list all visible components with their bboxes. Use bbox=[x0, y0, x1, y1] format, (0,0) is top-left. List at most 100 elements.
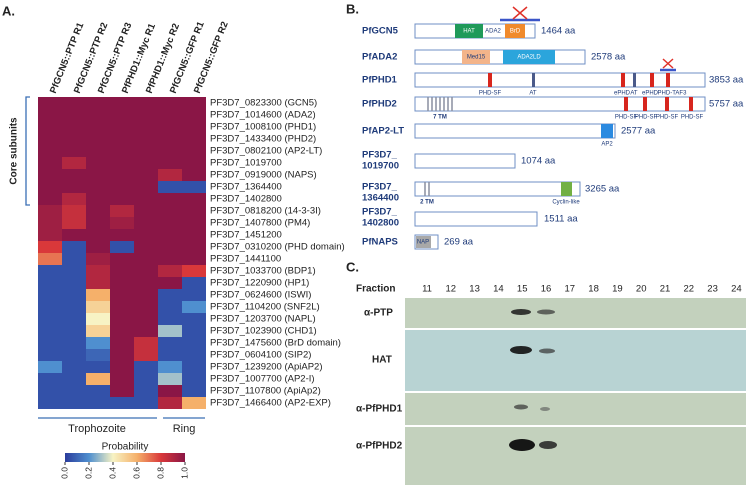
heat-cell bbox=[86, 385, 110, 397]
heat-cell bbox=[158, 241, 182, 253]
heat-cell bbox=[134, 97, 158, 109]
heat-cell bbox=[86, 265, 110, 277]
fraction-label: 16 bbox=[541, 284, 552, 295]
protein-bar bbox=[414, 153, 516, 169]
colorbar-tick-label: 0.6 bbox=[131, 467, 141, 479]
heat-cell bbox=[158, 229, 182, 241]
domain bbox=[621, 73, 625, 87]
panel-label: B. bbox=[346, 1, 359, 16]
heat-cell bbox=[62, 241, 86, 253]
heat-cell bbox=[38, 373, 62, 385]
heat-cell bbox=[86, 325, 110, 337]
heat-cell bbox=[38, 337, 62, 349]
heat-cell bbox=[158, 277, 182, 289]
colorbar-ticks: 0.0 0.2 0.4 0.6 0.8 1.0 bbox=[59, 462, 189, 479]
fraction-label: 15 bbox=[517, 284, 528, 295]
heat-cell bbox=[86, 97, 110, 109]
heat-cell bbox=[134, 253, 158, 265]
row-label: PF3D7_1239200 (ApiAP2) bbox=[210, 362, 323, 373]
domain-label: PHD-SF bbox=[635, 115, 658, 121]
band bbox=[539, 348, 555, 354]
heat-cell bbox=[182, 193, 206, 205]
heat-cell bbox=[62, 229, 86, 241]
heat-cell bbox=[38, 193, 62, 205]
heat-cell bbox=[182, 289, 206, 301]
protein-row: PfAP2-LT AP2 2577 aa bbox=[362, 123, 656, 148]
protein-name: PfGCN5 bbox=[362, 26, 399, 37]
domain bbox=[503, 50, 555, 64]
domain-label: Cyclin-like bbox=[552, 200, 580, 206]
heat-cell bbox=[86, 157, 110, 169]
domain bbox=[455, 24, 483, 38]
heat-cell bbox=[110, 193, 134, 205]
panel-label: A. bbox=[2, 3, 15, 18]
protein-name: 1402800 bbox=[362, 218, 399, 229]
heat-cell bbox=[110, 229, 134, 241]
heat-cell bbox=[86, 241, 110, 253]
fraction-label: 23 bbox=[707, 284, 718, 295]
heat-cell bbox=[110, 385, 134, 397]
domain-label: PHD-SF bbox=[615, 115, 638, 121]
protein-bar bbox=[414, 96, 706, 112]
heat-cell bbox=[62, 277, 86, 289]
heat-cell bbox=[62, 205, 86, 217]
heat-cell bbox=[110, 253, 134, 265]
heat-cell bbox=[158, 181, 182, 193]
group-label: Core subunits bbox=[9, 117, 20, 185]
heat-cell bbox=[86, 349, 110, 361]
heat-cell bbox=[182, 313, 206, 325]
protein-row: PF3D7_ 1019700 1074 aa bbox=[362, 150, 556, 172]
heat-cell bbox=[182, 121, 206, 133]
row-label: PF3D7_1220900 (HP1) bbox=[210, 278, 309, 289]
heat-cell bbox=[158, 157, 182, 169]
protein-name: PF3D7_ bbox=[362, 150, 398, 161]
heat-cell bbox=[110, 373, 134, 385]
protein-row: PfPHD1 PHD-SF AT ePHD AT ePHD PHD-TAF3 3… bbox=[362, 58, 744, 97]
protein-length: 2577 aa bbox=[621, 126, 656, 137]
heat-cell bbox=[86, 145, 110, 157]
protein-length: 2578 aa bbox=[591, 52, 626, 63]
fraction-label: 11 bbox=[422, 284, 432, 295]
heat-cell bbox=[110, 181, 134, 193]
heat-cell bbox=[62, 337, 86, 349]
heat-cell bbox=[110, 313, 134, 325]
band bbox=[540, 407, 550, 411]
protein-name: PfPHD1 bbox=[362, 75, 398, 86]
heat-cell bbox=[134, 205, 158, 217]
domain bbox=[643, 97, 647, 111]
band bbox=[509, 439, 535, 451]
heat-cell bbox=[86, 253, 110, 265]
heat-cell bbox=[38, 133, 62, 145]
heat-cell bbox=[38, 361, 62, 373]
protein-length: 1511 aa bbox=[544, 214, 578, 225]
heat-cell bbox=[182, 349, 206, 361]
heat-cell bbox=[38, 169, 62, 181]
fraction-label: 18 bbox=[588, 284, 599, 295]
fraction-label: 13 bbox=[469, 284, 480, 295]
protein-bar bbox=[414, 181, 581, 197]
heat-cell bbox=[110, 325, 134, 337]
domain bbox=[650, 73, 654, 87]
row-label: PF3D7_1203700 (NAPL) bbox=[210, 314, 316, 325]
heat-cell bbox=[38, 277, 62, 289]
domain-label: HAT bbox=[463, 29, 475, 35]
row-label: PF3D7_0823300 (GCN5) bbox=[210, 98, 317, 109]
heat-cell bbox=[158, 169, 182, 181]
colorbar bbox=[65, 453, 185, 462]
heat-cell bbox=[182, 229, 206, 241]
heat-cell bbox=[110, 205, 134, 217]
colorbar-tick-label: 0.4 bbox=[107, 467, 117, 479]
row-label: PF3D7_1475600 (BrD domain) bbox=[210, 338, 341, 349]
fraction-label: 14 bbox=[493, 284, 504, 295]
heat-cell bbox=[182, 361, 206, 373]
heat-cell bbox=[182, 97, 206, 109]
domain bbox=[532, 73, 535, 87]
domain-label: ADA2LD bbox=[517, 55, 541, 61]
heat-cell bbox=[62, 397, 86, 409]
heat-cell bbox=[86, 229, 110, 241]
domain-label: AT bbox=[529, 91, 537, 97]
band bbox=[539, 441, 557, 449]
heat-cell bbox=[62, 265, 86, 277]
tm-segments bbox=[424, 182, 430, 196]
heat-cell bbox=[86, 337, 110, 349]
